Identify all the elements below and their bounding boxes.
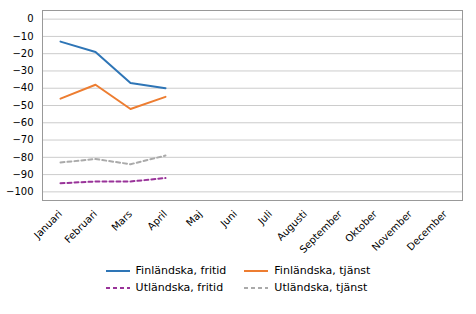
html-text:Utländska, fritid: Utländska, fritid (135, 281, 224, 294)
svg-text:−60: −60 (12, 117, 33, 128)
html-text:Finländska, fritid: Finländska, fritid (135, 264, 227, 277)
html-text:Utländska, tjänst: Utländska, tjänst (274, 281, 368, 294)
svg-text:−20: −20 (12, 48, 33, 59)
svg-text:September: September (297, 208, 344, 255)
svg-text:−70: −70 (12, 134, 33, 145)
svg-text:Mars: Mars (109, 208, 134, 233)
svg-text:−50: −50 (12, 100, 33, 111)
svg-text:−10: −10 (12, 31, 33, 42)
svg-text:−30: −30 (12, 65, 33, 76)
svg-text:November: November (369, 208, 415, 253)
svg-text:−100: −100 (6, 186, 33, 197)
svg-text:Januari: Januari (31, 208, 64, 241)
svg-text:Februari: Februari (62, 208, 99, 245)
svg-text:0: 0 (27, 13, 33, 24)
svg-text:Oktober: Oktober (342, 208, 380, 245)
svg-text:−40: −40 (12, 82, 33, 93)
svg-text:−80: −80 (12, 152, 33, 163)
svg-text:Juni: Juni (218, 208, 240, 230)
svg-text:−90: −90 (12, 169, 33, 180)
svg-text:December: December (405, 208, 450, 253)
svg-text:Juli: Juli (255, 208, 274, 227)
html-text:Finländska, tjänst: Finländska, tjänst (274, 264, 371, 277)
svg-text:Maj: Maj (184, 208, 204, 228)
svg-text:Augusti: Augusti (275, 208, 309, 242)
svg-text:April: April (145, 208, 169, 232)
